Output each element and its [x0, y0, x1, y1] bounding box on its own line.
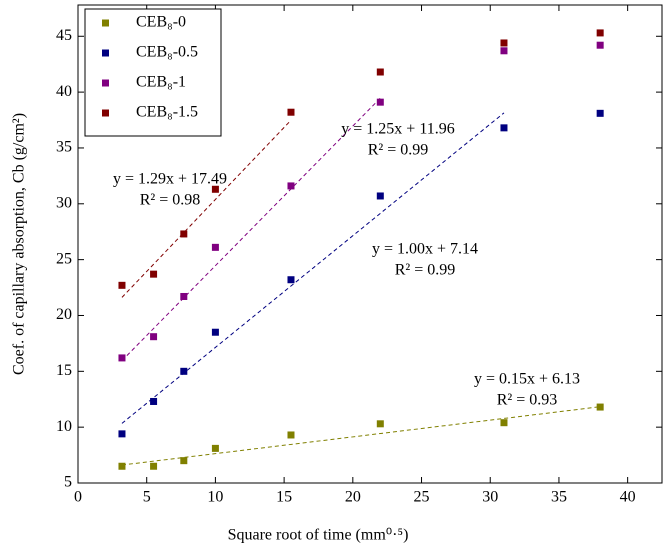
data-point	[596, 41, 604, 49]
data-point	[596, 29, 604, 37]
fit-line	[121, 119, 292, 298]
x-tick-label: 10	[207, 489, 223, 506]
y-tick-label: 5	[64, 474, 72, 491]
data-point	[118, 430, 126, 438]
fit-r2: R² = 0.93	[497, 392, 558, 409]
data-point	[180, 292, 188, 300]
data-point	[500, 47, 508, 55]
data-point	[211, 185, 219, 193]
fit-equation: y = 0.15x + 6.13	[474, 371, 580, 388]
fit-r2: R² = 0.99	[395, 262, 456, 279]
data-point	[211, 243, 219, 251]
fit-equation: y = 1.25x + 11.96	[341, 121, 454, 138]
x-tick-label: 15	[276, 489, 292, 506]
x-tick-label: 35	[551, 489, 567, 506]
legend-label: CEB₈-0	[136, 14, 186, 31]
y-axis-label: Coef. of capillary absorption, Cb (g/cm²…	[11, 113, 28, 375]
legend-marker	[102, 49, 109, 57]
data-point	[376, 192, 384, 200]
data-point	[150, 397, 158, 405]
plot-frame	[77, 4, 663, 484]
data-point	[211, 444, 219, 452]
y-tick-label: 40	[56, 83, 72, 100]
data-point	[376, 68, 384, 76]
x-tick-label: 40	[620, 489, 636, 506]
y-tick-label: 15	[56, 362, 72, 379]
data-point	[287, 431, 295, 439]
x-tick-label: 30	[482, 489, 498, 506]
legend-marker	[102, 109, 109, 117]
x-tick-label: 0	[74, 489, 82, 506]
data-point	[500, 124, 508, 132]
data-point	[376, 98, 384, 106]
data-point	[118, 462, 126, 470]
data-point	[596, 109, 604, 117]
legend-label: CEB₈-1.5	[136, 104, 198, 121]
fit-equation: y = 1.29x + 17.49	[113, 171, 227, 188]
legend-marker	[102, 19, 109, 27]
fit-line	[121, 97, 381, 361]
y-tick-label: 35	[56, 139, 72, 156]
fit-line	[121, 406, 601, 466]
fit-line	[121, 112, 505, 424]
x-tick-label: 20	[345, 489, 361, 506]
y-tick-label: 25	[56, 250, 72, 267]
legend-label: CEB₈-1	[136, 74, 186, 91]
data-point	[180, 367, 188, 375]
fit-r2: R² = 0.99	[368, 142, 429, 159]
data-point	[376, 420, 384, 428]
x-tick-label: 25	[414, 489, 430, 506]
data-point	[287, 108, 295, 116]
data-point	[180, 230, 188, 238]
data-point	[150, 462, 158, 470]
fit-r2: R² = 0.98	[140, 192, 201, 209]
data-point	[287, 182, 295, 190]
fit-equation: y = 1.00x + 7.14	[372, 241, 478, 258]
data-point	[211, 328, 219, 336]
data-point	[118, 281, 126, 289]
data-point	[150, 333, 158, 341]
data-point	[150, 270, 158, 278]
y-tick-label: 20	[56, 306, 72, 323]
y-tick-label: 10	[56, 418, 72, 435]
data-point	[500, 419, 508, 427]
legend-label: CEB₈-0.5	[136, 44, 198, 61]
data-point	[500, 39, 508, 47]
x-axis-label: Square root of time (mm⁰·⁵)	[228, 527, 409, 544]
data-point	[287, 276, 295, 284]
y-tick-label: 30	[56, 194, 72, 211]
data-point	[118, 354, 126, 362]
data-point	[596, 403, 604, 411]
y-tick-label: 45	[56, 27, 72, 44]
data-point	[180, 457, 188, 465]
legend-marker	[102, 79, 109, 87]
x-tick-label: 5	[143, 489, 151, 506]
